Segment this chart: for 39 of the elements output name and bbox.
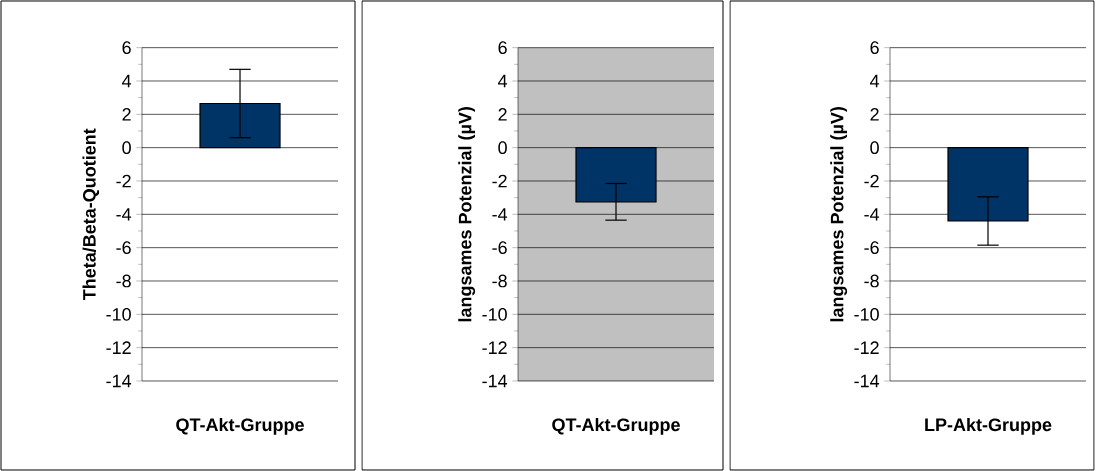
y-tick-label: 6 bbox=[870, 41, 879, 55]
y-tick-label: -4 bbox=[116, 208, 132, 221]
y-tick-label: -12 bbox=[854, 341, 879, 354]
y-tick-label: -6 bbox=[116, 241, 131, 255]
y-axis-title: langsames Potenzial (µV) bbox=[458, 107, 476, 322]
y-tick-label: -4 bbox=[492, 208, 508, 221]
y-tick-label: -10 bbox=[854, 307, 879, 321]
y-tick-label: 6 bbox=[122, 41, 131, 55]
y-tick-label: 2 bbox=[498, 108, 507, 121]
y-tick-label: -6 bbox=[864, 241, 879, 255]
y-tick-label: 2 bbox=[870, 108, 879, 121]
y-tick-label: -14 bbox=[482, 374, 508, 388]
y-tick-label: 2 bbox=[122, 108, 131, 121]
y-tick-label: -2 bbox=[864, 174, 879, 188]
y-tick-label: 4 bbox=[498, 74, 508, 88]
y-tick-label: -4 bbox=[864, 208, 880, 221]
y-tick-label: -14 bbox=[854, 374, 880, 388]
y-axis-title: langsames Potenzial (µV) bbox=[830, 107, 848, 322]
y-tick-label: -12 bbox=[482, 341, 507, 354]
y-tick-label: -10 bbox=[106, 307, 131, 321]
y-tick-label: 6 bbox=[498, 41, 507, 55]
y-tick-label: 0 bbox=[122, 141, 131, 155]
y-tick-label: -10 bbox=[482, 307, 507, 321]
y-tick-label: -8 bbox=[492, 274, 507, 288]
y-tick-label: -8 bbox=[116, 274, 131, 288]
y-axis-title: Theta/Beta-Quotient bbox=[82, 128, 100, 301]
y-tick-label: -2 bbox=[492, 174, 507, 188]
y-tick-label: -2 bbox=[116, 174, 131, 188]
y-tick-label: -14 bbox=[106, 374, 132, 388]
y-tick-label: 0 bbox=[870, 141, 879, 155]
y-tick-label: -12 bbox=[106, 341, 131, 354]
y-tick-label: -8 bbox=[864, 274, 879, 288]
y-tick-label: 4 bbox=[870, 74, 880, 88]
x-axis-title: LP-Akt-Gruppe bbox=[925, 417, 1052, 435]
x-axis-title: QT-Akt-Gruppe bbox=[552, 417, 680, 435]
x-axis-title: QT-Akt-Gruppe bbox=[176, 417, 304, 435]
y-tick-label: -6 bbox=[492, 241, 507, 255]
y-tick-label: 0 bbox=[498, 141, 507, 155]
y-tick-label: 4 bbox=[122, 74, 132, 88]
